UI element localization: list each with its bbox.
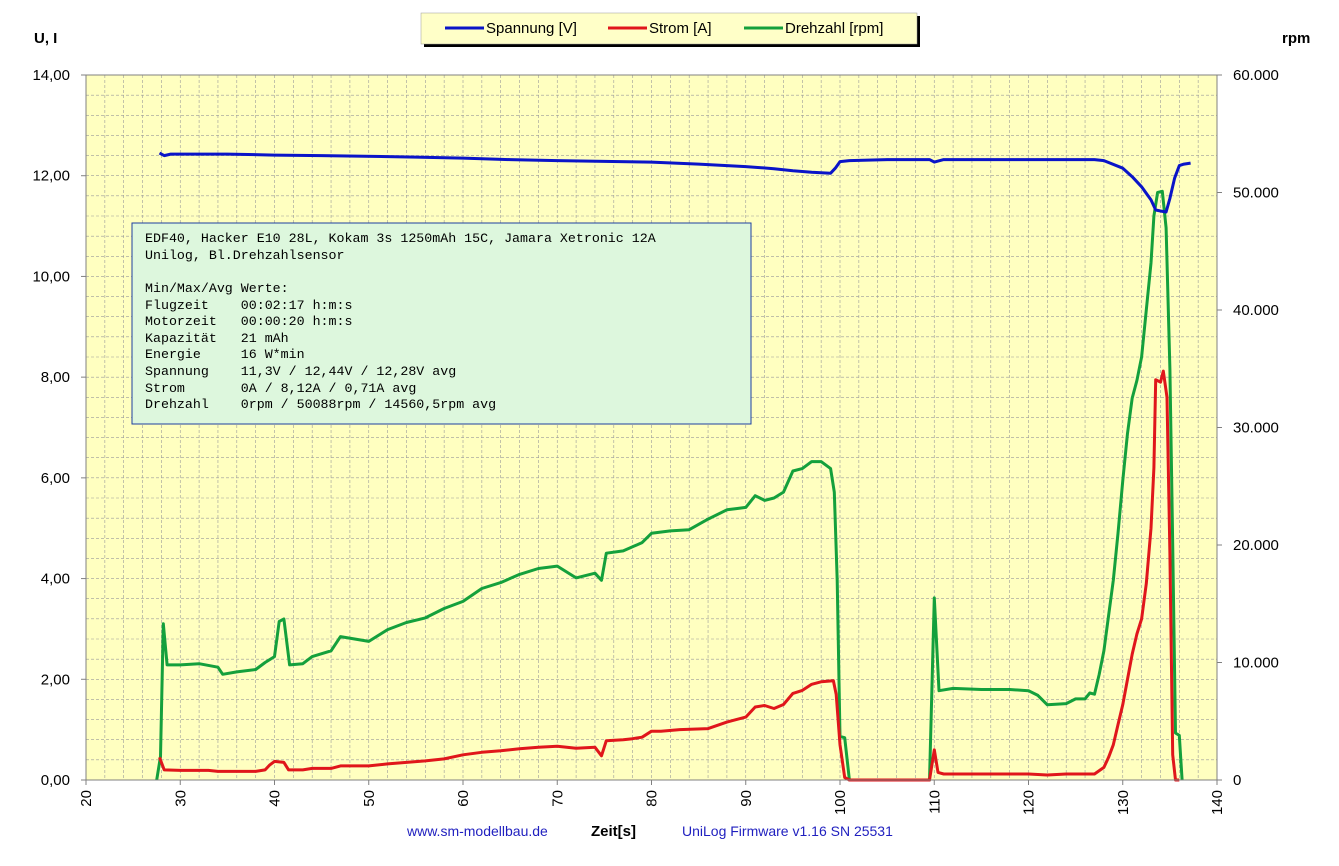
right-axis-tick-label: 50.000 — [1233, 185, 1279, 202]
right-axis-tick-label: 30.000 — [1233, 420, 1279, 437]
x-axis-tick-label: 30 — [172, 790, 189, 807]
info-line-setup: EDF40, Hacker E10 28L, Kokam 3s 1250mAh … — [145, 231, 656, 246]
right-axis-tick-label: 20.000 — [1233, 537, 1279, 554]
legend-label-spannung: Spannung [V] — [486, 20, 577, 37]
left-axis-tick-label: 14,00 — [32, 67, 70, 84]
info-line-kapazitaet: Kapazität 21 mAh — [145, 331, 289, 346]
right-axis-tick-label: 0 — [1233, 772, 1241, 789]
right-axis-tick-label: 10.000 — [1233, 655, 1279, 672]
left-axis-tick-label: 2,00 — [41, 671, 70, 688]
left-axis-tick-label: 6,00 — [41, 470, 70, 487]
x-axis-tick-label: 120 — [1021, 790, 1038, 815]
info-line-flugzeit: Flugzeit 00:02:17 h:m:s — [145, 298, 352, 313]
x-axis-tick-label: 90 — [738, 790, 755, 807]
left-axis-tick-label: 4,00 — [41, 571, 70, 588]
x-axis-tick-label: 60 — [455, 790, 472, 807]
left-axis-tick-label: 8,00 — [41, 369, 70, 386]
info-line-spannung: Spannung 11,3V / 12,44V / 12,28V avg — [145, 364, 456, 379]
x-axis-tick-label: 40 — [267, 790, 284, 807]
x-axis-tick-label: 100 — [832, 790, 849, 815]
series-line-spannung — [158, 151, 1191, 214]
right-axis-tick-label: 60.000 — [1233, 67, 1279, 84]
legend-label-drehzahl: Drehzahl [rpm] — [785, 20, 883, 37]
right-axis-tick-label: 40.000 — [1233, 302, 1279, 319]
footer-firmware: UniLog Firmware v1.16 SN 25531 — [682, 823, 893, 839]
info-box: EDF40, Hacker E10 28L, Kokam 3s 1250mAh … — [131, 222, 752, 425]
series-lines — [155, 151, 1191, 782]
legend-box — [420, 12, 918, 45]
info-box-frame — [131, 222, 752, 425]
x-axis-tick-label: 20 — [78, 790, 95, 807]
info-line-header: Min/Max/Avg Werte: — [145, 281, 289, 296]
x-axis-tick-label: 70 — [549, 790, 566, 807]
left-axis-tick-label: 12,00 — [32, 168, 70, 185]
x-axis-tick-label: 80 — [644, 790, 661, 807]
info-line-logger: Unilog, Bl.Drehzahlsensor — [145, 248, 345, 263]
info-line-energie: Energie 16 W*min — [145, 347, 305, 362]
left-axis-title: U, I — [34, 30, 57, 47]
info-line-motorzeit: Motorzeit 00:00:20 h:m:s — [145, 314, 352, 329]
series-line-strom — [158, 369, 1180, 782]
info-line-drehzahl: Drehzahl 0rpm / 50088rpm / 14560,5rpm av… — [145, 397, 496, 412]
x-axis-title: Zeit[s] — [591, 823, 636, 840]
series-line-drehzahl — [155, 189, 1184, 782]
x-axis-tick-label: 140 — [1209, 790, 1226, 815]
info-line-strom: Strom 0A / 8,12A / 0,71A avg — [145, 381, 416, 396]
legend: Spannung [V] Strom [A] Drehzahl [rpm] — [420, 12, 920, 47]
legend-label-strom: Strom [A] — [649, 20, 712, 37]
x-axis-tick-label: 50 — [361, 790, 378, 807]
footer-website: www.sm-modellbau.de — [406, 823, 548, 839]
left-axis-tick-label: 0,00 — [41, 772, 70, 789]
x-axis-tick-label: 130 — [1115, 790, 1132, 815]
axes: 0,00 2,00 4,00 6,00 8,00 10,00 12,00 14,00 0 10.0… — [32, 67, 1278, 815]
right-axis-title: rpm — [1282, 30, 1310, 47]
left-axis-tick-label: 10,00 — [32, 268, 70, 285]
x-axis-tick-label: 110 — [926, 790, 943, 814]
